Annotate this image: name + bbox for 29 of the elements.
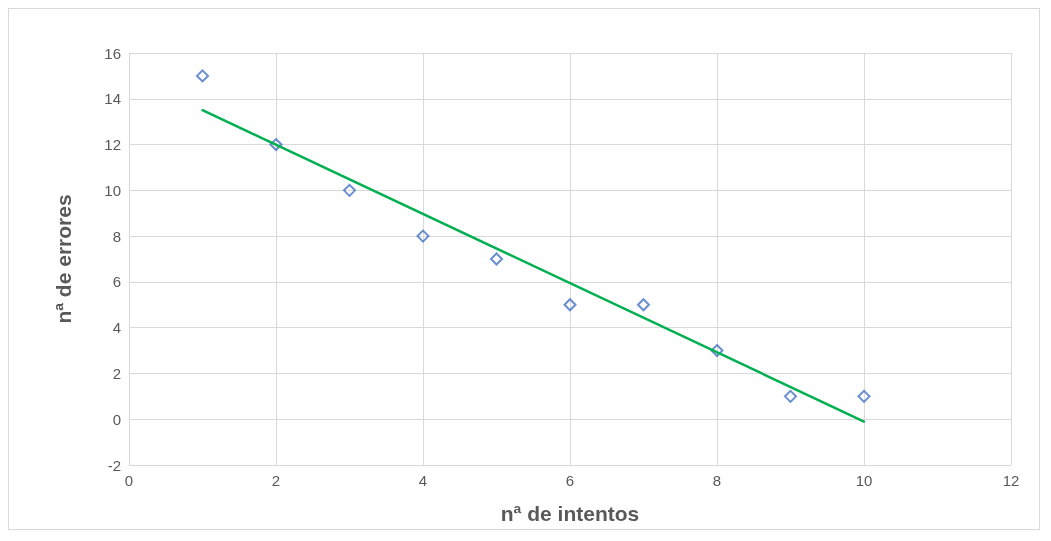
point [196,69,209,83]
point [416,229,430,243]
y-tick-label: 12 [104,136,121,154]
point [637,298,650,312]
point [343,183,356,197]
y-tick-label: 2 [112,364,121,382]
x-tick-label: 2 [271,472,281,489]
x-tick-label: 6 [565,472,575,489]
y-tick-label: 14 [104,90,121,108]
y-tick-label: 0 [112,410,121,428]
point [710,344,724,358]
x-tick-label: 4 [418,472,428,489]
y-tick-label: -2 [107,456,121,474]
x-tick-label: 10 [855,472,873,489]
y-tick-label: 10 [104,181,121,199]
x-tick-label: 12 [1002,472,1020,489]
y-axis-title: nª de errores [52,194,75,324]
point [857,389,871,403]
y-tick-label: 4 [112,319,121,337]
x-axis-title: nª de intentos [500,502,640,525]
point [269,138,283,152]
point [784,389,797,403]
y-tick-label: 6 [112,273,121,291]
y-tick-label: 8 [112,227,121,245]
y-tick-label: 16 [104,44,121,62]
x-tick-label: 0 [124,472,134,489]
point [490,252,503,266]
x-tick-label: 8 [712,472,722,489]
point [563,298,577,312]
